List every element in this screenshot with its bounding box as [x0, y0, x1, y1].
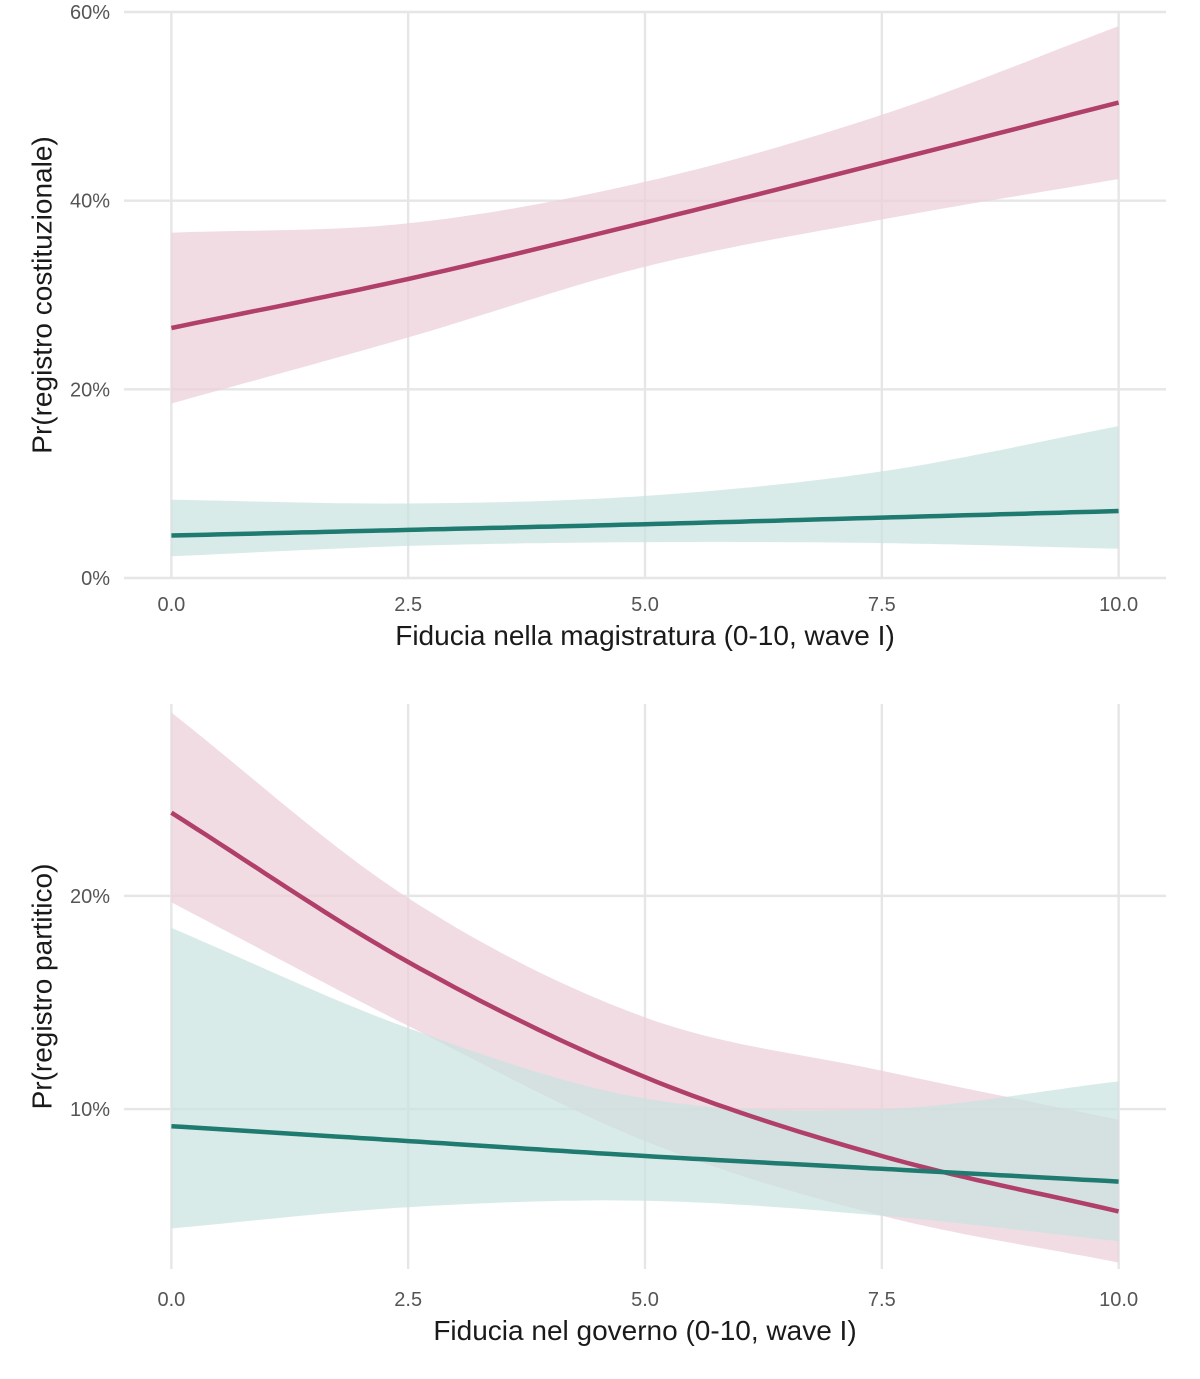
x-tick-label: 7.5 — [868, 594, 896, 616]
series-lines — [170, 100, 1120, 538]
x-tick-label: 2.5 — [394, 1289, 422, 1311]
x-tick-label: 2.5 — [394, 594, 422, 616]
top-panel: 0.0 2.5 5.0 7.5 10.0 0% 20% 40% 60% Fiducia nella… — [26, 2, 1166, 651]
y-axis-title: Pr(registro partitico) — [26, 864, 57, 1110]
confidence-band-red — [171, 26, 1119, 404]
x-tick-label: 10.0 — [1099, 594, 1138, 616]
y-tick-label: 60% — [70, 2, 110, 24]
confidence-bands — [171, 26, 1119, 557]
x-tick-label: 0.0 — [157, 1289, 185, 1311]
y-tick-label: 0% — [81, 568, 110, 590]
y-axis-title: Pr(registro costituzionale) — [26, 136, 57, 453]
series-line-red — [170, 100, 1120, 331]
x-tick-label: 0.0 — [157, 594, 185, 616]
y-tick-label: 10% — [70, 1099, 110, 1121]
x-axis-title: Fiducia nella magistratura (0-10, wave I… — [395, 620, 895, 651]
bottom-panel: 0.0 2.5 5.0 7.5 10.0 10% 20% Fiducia nel govern… — [26, 704, 1166, 1346]
x-tick-label: 10.0 — [1099, 1289, 1138, 1311]
series-line-teal — [171, 508, 1119, 538]
confidence-band-teal — [171, 927, 1119, 1242]
x-tick-label: 5.0 — [631, 594, 659, 616]
series-line-red — [170, 810, 1120, 1214]
x-tick-label: 5.0 — [631, 1289, 659, 1311]
series-lines — [170, 810, 1120, 1214]
y-tick-label: 40% — [70, 191, 110, 213]
series-line-teal — [171, 1123, 1119, 1184]
tick-labels: 0.0 2.5 5.0 7.5 10.0 0% 20% 40% 60% — [70, 2, 1138, 616]
tick-labels: 0.0 2.5 5.0 7.5 10.0 10% 20% — [70, 886, 1138, 1311]
x-axis-title: Fiducia nel governo (0-10, wave I) — [433, 1315, 856, 1346]
confidence-bands — [171, 712, 1119, 1263]
x-tick-label: 7.5 — [868, 1289, 896, 1311]
confidence-band-teal — [171, 426, 1119, 557]
gridlines — [124, 10, 1166, 580]
y-tick-label: 20% — [70, 379, 110, 401]
y-tick-label: 20% — [70, 886, 110, 908]
